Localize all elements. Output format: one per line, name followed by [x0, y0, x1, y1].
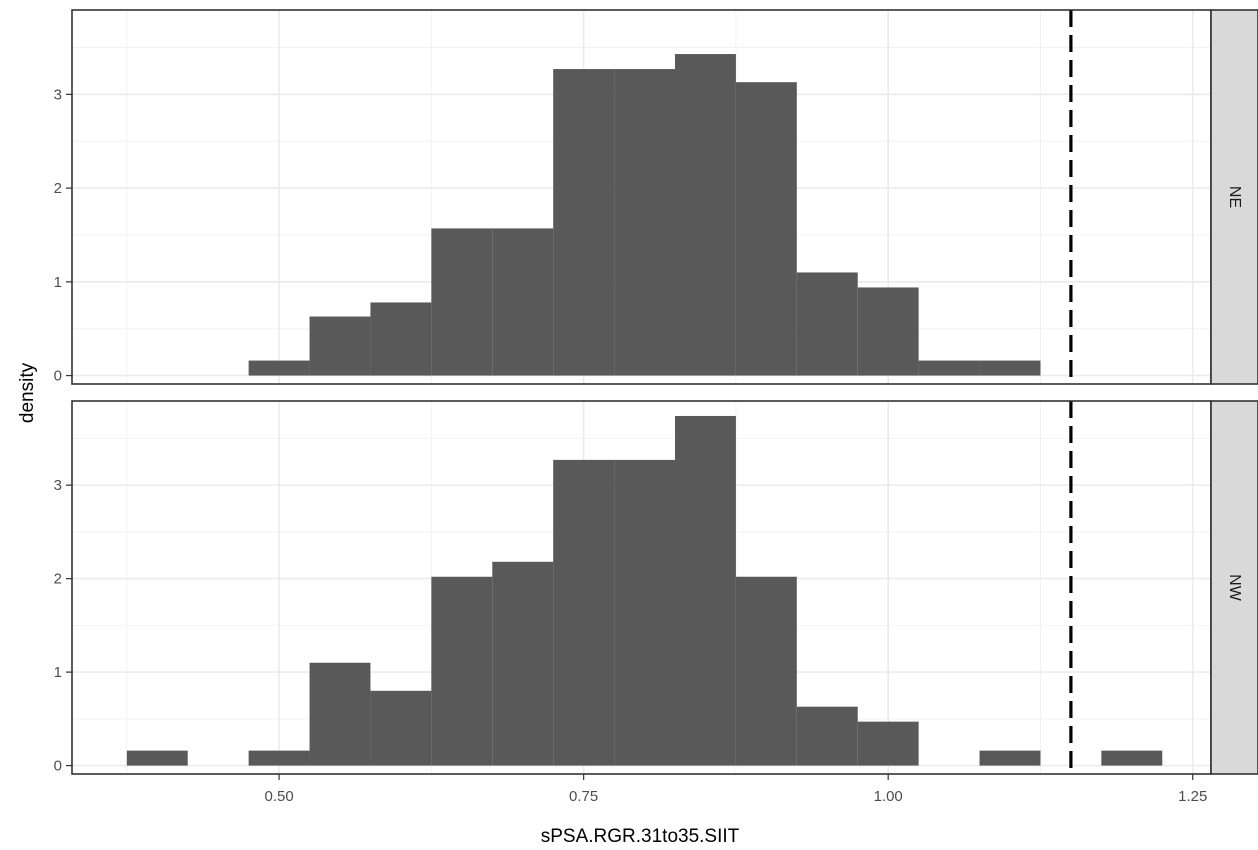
- x-tick-label: 1.00: [874, 788, 903, 805]
- x-tick-label: 0.50: [264, 788, 293, 805]
- histogram-bar: [309, 316, 371, 376]
- histogram-bar: [614, 69, 675, 376]
- y-tick-label: 2: [54, 180, 62, 197]
- histogram-bar: [675, 415, 736, 766]
- y-tick-label: 2: [54, 571, 62, 588]
- histogram-bar: [553, 459, 615, 766]
- x-tick-label: 0.75: [569, 788, 598, 805]
- y-tick-label: 3: [54, 477, 62, 494]
- histogram-bar: [248, 750, 310, 766]
- x-axis-title: sPSA.RGR.31to35.SIIT: [541, 826, 740, 847]
- histogram-bar: [370, 302, 432, 376]
- histogram-bar: [796, 272, 858, 376]
- histogram-bar: [1101, 750, 1163, 766]
- y-tick-label: 3: [54, 86, 62, 103]
- histogram-bar: [796, 706, 858, 766]
- histogram-bar: [735, 576, 797, 766]
- histogram-bar: [492, 561, 554, 766]
- histogram-bar: [675, 54, 736, 376]
- facet-strip: [1210, 400, 1258, 775]
- y-tick-label: 1: [54, 664, 62, 681]
- histogram-bar: [431, 576, 493, 766]
- histogram-bar: [370, 690, 432, 766]
- facet-panels: 0 1 2 3 NE 0 1 2 3 NW: [54, 9, 1258, 775]
- histogram-bar: [431, 228, 493, 376]
- histogram-bar: [553, 69, 615, 376]
- histogram-bar: [857, 287, 919, 376]
- facet-strip: [1210, 9, 1258, 385]
- histogram-bar: [492, 228, 554, 376]
- y-tick-label: 0: [54, 758, 62, 775]
- x-tick-label: 1.25: [1178, 788, 1207, 805]
- histogram-bar: [979, 750, 1041, 766]
- y-axis-title: density: [17, 362, 38, 423]
- histogram-bars: [126, 415, 1163, 766]
- histogram-bar: [918, 360, 980, 376]
- histogram-bar: [735, 82, 797, 376]
- histogram-bar: [979, 360, 1041, 376]
- histogram-bar: [857, 721, 919, 766]
- histogram-bar: [309, 662, 371, 766]
- y-tick-label: 1: [54, 274, 62, 291]
- panel-nw: 0 1 2 3 NW: [54, 400, 1258, 775]
- facet-strip-label: NW: [1226, 574, 1243, 602]
- histogram-bar: [126, 750, 188, 766]
- panel-ne: 0 1 2 3 NE: [54, 9, 1258, 385]
- histogram-bar: [614, 459, 675, 766]
- facet-strip-label: NE: [1226, 186, 1243, 208]
- y-tick-label: 0: [54, 368, 62, 385]
- histogram-bars: [248, 54, 1041, 376]
- x-axis: 0.50 0.75 1.00 1.25: [264, 774, 1207, 805]
- histogram-bar: [248, 360, 310, 376]
